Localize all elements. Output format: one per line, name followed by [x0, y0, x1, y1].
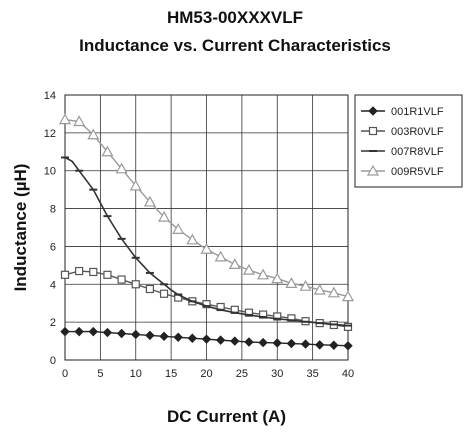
data-point-009R5VLF: [327, 286, 340, 298]
y-tick-label: 6: [50, 241, 56, 253]
data-point-001R1VLF: [145, 330, 155, 341]
data-point-001R1VLF: [343, 341, 353, 351]
y-tick-label: 14: [44, 90, 56, 102]
data-point-009R5VLF: [271, 272, 284, 284]
data-point-009R5VLF: [285, 277, 298, 288]
data-point-001R1VLF: [187, 333, 198, 343]
data-point-003R0VLF: [244, 308, 254, 317]
x-tick-label: 40: [342, 368, 354, 380]
data-point-003R0VLF: [131, 280, 140, 289]
x-tick-label: 25: [236, 368, 248, 380]
data-point-001R1VLF: [230, 336, 240, 346]
y-axis-label: Inductance (µH): [11, 164, 30, 292]
y-tick-label: 4: [50, 279, 56, 291]
data-point-001R1VLF: [173, 332, 183, 342]
plot-border: [64, 94, 349, 361]
data-point-009R5VLF: [299, 279, 312, 291]
data-point-009R5VLF: [186, 233, 199, 245]
data-point-003R0VLF: [117, 275, 126, 284]
data-point-001R1VLF: [159, 331, 169, 342]
legend-label: 009R5VLF: [391, 166, 444, 178]
data-point-003R0VLF: [259, 310, 268, 319]
data-point-009R5VLF: [341, 290, 355, 302]
x-tick-label: 35: [307, 368, 319, 380]
y-tick-label: 2: [50, 317, 56, 329]
data-point-001R1VLF: [60, 326, 70, 337]
data-point-001R1VLF: [300, 339, 311, 349]
data-point-001R1VLF: [215, 335, 226, 345]
chart-subtitle: Inductance vs. Current Characteristics: [79, 36, 391, 55]
legend-marker: [368, 106, 378, 116]
data-point-009R5VLF: [73, 115, 86, 127]
data-point-003R0VLF: [273, 312, 282, 321]
data-point-009R5VLF: [101, 145, 114, 157]
data-point-001R1VLF: [314, 340, 325, 350]
data-point-009R5VLF: [242, 263, 255, 275]
data-point-009R5VLF: [115, 162, 128, 174]
data-point-009R5VLF: [172, 223, 185, 234]
data-point-001R1VLF: [244, 337, 254, 347]
data-point-003R0VLF: [343, 322, 353, 331]
x-tick-label: 0: [62, 368, 68, 380]
x-tick-label: 30: [271, 368, 283, 380]
x-tick-label: 5: [97, 368, 103, 380]
data-point-001R1VLF: [258, 337, 268, 348]
data-point-001R1VLF: [131, 329, 141, 340]
data-point-003R0VLF: [60, 270, 70, 279]
data-point-009R5VLF: [214, 250, 227, 262]
legend-marker: [366, 164, 380, 176]
data-point-003R0VLF: [145, 284, 154, 294]
data-point-009R5VLF: [313, 283, 326, 295]
chart-title: HM53-00XXXVLF: [166, 8, 304, 27]
legend-label: 007R8VLF: [391, 146, 444, 158]
x-axis-label: DC Current (A): [167, 407, 286, 426]
data-point-001R1VLF: [116, 328, 127, 339]
data-point-009R5VLF: [87, 128, 100, 140]
data-point-003R0VLF: [287, 314, 296, 323]
y-tick-label: 10: [44, 166, 56, 178]
y-tick-label: 8: [50, 204, 56, 216]
data-point-009R5VLF: [257, 268, 270, 280]
data-point-003R0VLF: [103, 270, 112, 279]
y-tick-label: 12: [44, 128, 56, 140]
legend-label: 003R0VLF: [391, 126, 444, 138]
data-point-001R1VLF: [272, 338, 282, 348]
data-point-009R5VLF: [158, 210, 171, 222]
data-point-009R5VLF: [200, 243, 213, 254]
data-point-001R1VLF: [88, 326, 99, 337]
data-point-009R5VLF: [58, 113, 72, 125]
data-point-001R1VLF: [201, 334, 212, 344]
data-point-001R1VLF: [102, 327, 113, 338]
x-tick-label: 10: [130, 368, 142, 380]
data-point-003R0VLF: [89, 267, 98, 277]
y-tick-label: 0: [50, 355, 56, 367]
data-point-003R0VLF: [159, 289, 169, 298]
data-point-003R0VLF: [75, 266, 84, 276]
x-tick-label: 15: [165, 368, 177, 380]
data-point-001R1VLF: [329, 340, 339, 350]
data-point-001R1VLF: [74, 326, 84, 337]
legend-marker: [368, 126, 378, 136]
data-point-009R5VLF: [228, 258, 241, 270]
x-tick-label: 20: [200, 368, 212, 380]
data-point-009R5VLF: [143, 195, 156, 207]
legend-label: 001R1VLF: [391, 106, 444, 118]
data-point-001R1VLF: [286, 338, 297, 349]
data-point-009R5VLF: [129, 179, 142, 191]
